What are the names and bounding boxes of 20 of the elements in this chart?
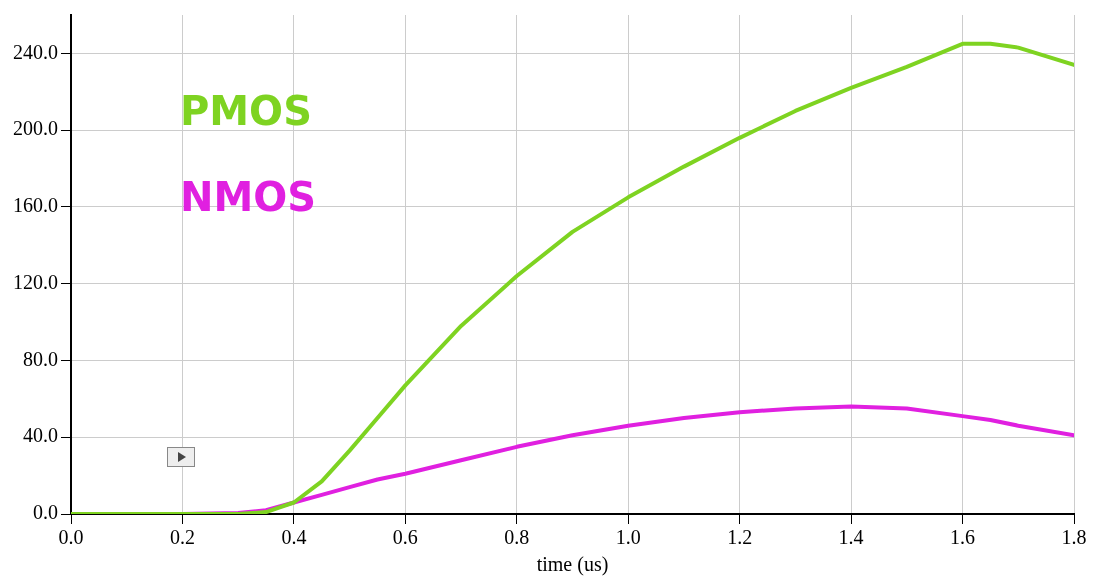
y-tick-label: 200.0	[13, 117, 58, 140]
x-tick-label: 0.4	[281, 526, 307, 549]
text: PMOS	[180, 87, 313, 136]
x-tick-label: 0.8	[504, 526, 530, 549]
x-axis-title: time (us)	[536, 553, 609, 577]
y-tick-label: 80.0	[23, 347, 58, 370]
x-tick-label: 1.0	[615, 526, 641, 549]
y-tick-label: 240.0	[13, 40, 58, 63]
x-tick-label: 0.2	[169, 526, 195, 549]
y-tick-label: 40.0	[23, 424, 58, 447]
y-tick-label: 0.0	[33, 501, 58, 524]
text: NMOS	[180, 173, 317, 222]
y-tick-label: 160.0	[13, 194, 58, 217]
x-tick-label: 1.8	[1061, 526, 1087, 549]
x-tick-label: 0.6	[392, 526, 418, 549]
x-tick-label: 1.6	[950, 526, 976, 549]
x-tick-label: 0.0	[58, 526, 84, 549]
x-tick-label: 1.2	[727, 526, 753, 549]
x-tick-label: 1.4	[838, 526, 864, 549]
y-tick-label: 120.0	[13, 270, 58, 293]
